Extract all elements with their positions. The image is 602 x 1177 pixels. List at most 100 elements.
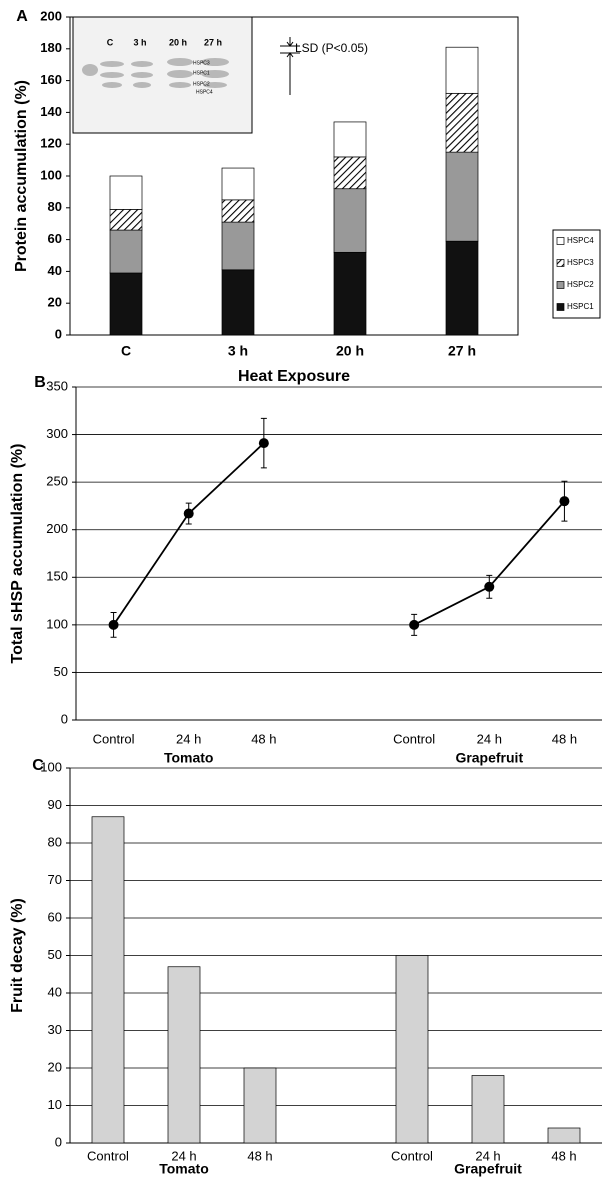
point [183,508,194,519]
point [108,619,119,630]
x-tick-label: 27 h [448,343,476,359]
y-tick-label: 350 [46,378,68,393]
annotation: LSD (P<0.05) [295,41,368,55]
legend-swatch [556,259,565,267]
bar-segment [109,272,143,336]
inset-band-label: HSPC4 [196,89,213,95]
y-tick-label: 30 [48,1022,62,1037]
legend-label: HSPC1 [567,302,594,311]
bar [547,1127,581,1144]
legend-swatch [556,281,565,289]
bar-segment [221,167,255,201]
y-tick-label: 60 [48,231,62,246]
y-tick-label: 40 [48,984,62,999]
y-tick-label: 40 [48,263,62,278]
bar-segment [445,240,479,336]
bar-segment [333,188,367,253]
bar [243,1067,277,1144]
inset-lane-label: C [107,37,114,47]
inset-lane-label: 3 h [133,37,146,47]
bar-segment [221,221,255,271]
y-axis-title: Fruit decay (%) [9,898,26,1013]
y-tick-label: 60 [48,909,62,924]
y-tick-label: 90 [48,797,62,812]
x-axis-title: Heat Exposure [238,368,350,385]
y-tick-label: 70 [48,872,62,887]
y-axis-title: Total sHSP accumulation (%) [9,444,26,664]
y-tick-label: 100 [40,759,62,774]
bar [91,816,125,1144]
y-tick-label: 10 [48,1097,62,1112]
y-tick-label: 100 [46,616,68,631]
inset-lane-label: 20 h [169,37,187,47]
bar-segment [333,121,367,158]
y-tick-label: 200 [40,8,62,23]
bar [395,955,429,1144]
x-tick-label: 24 h [176,731,201,746]
y-tick-label: 120 [40,136,62,151]
point [559,496,570,507]
bar [471,1075,505,1144]
bar-segment [109,175,143,210]
y-tick-label: 180 [40,40,62,55]
y-tick-label: 300 [46,426,68,441]
x-tick-label: Control [87,1148,129,1163]
group-label: Tomato [159,1161,209,1177]
y-tick-label: 100 [40,167,62,182]
bar-segment [333,251,367,336]
bar [167,966,201,1144]
x-tick-label: Control [93,731,135,746]
group-label: Grapefruit [455,750,523,766]
legend-label: HSPC4 [567,236,594,245]
x-tick-label: C [121,343,131,359]
inset-lane-label: 27 h [204,37,222,47]
panel-label: A [16,8,28,25]
inset-gel [82,58,229,88]
legend-label: HSPC2 [567,280,594,289]
y-tick-label: 0 [61,711,68,726]
y-tick-label: 160 [40,72,62,87]
y-tick-label: 50 [48,947,62,962]
y-tick-label: 140 [40,104,62,119]
inset-band-label: HSPC2 [193,81,210,87]
panel-label: C [32,757,44,774]
x-tick-label: Control [391,1148,433,1163]
y-tick-label: 0 [55,326,62,341]
bar-segment [445,92,479,153]
x-tick-label: 20 h [336,343,364,359]
bar-segment [445,151,479,242]
inset-band-label: HSPC1 [193,70,210,76]
y-tick-label: 50 [54,664,68,679]
x-tick-label: 3 h [228,343,248,359]
y-tick-label: 80 [48,834,62,849]
x-tick-label: 24 h [477,731,502,746]
bar-segment [221,269,255,336]
x-tick-label: Control [393,731,435,746]
inset-band-label: HSPC3 [193,60,210,66]
line [112,442,566,626]
y-axis-title: Protein accumulation (%) [13,80,30,272]
bar-segment [445,46,479,94]
x-tick-label: 48 h [251,731,276,746]
y-tick-label: 80 [48,199,62,214]
x-tick-label: 48 h [247,1148,272,1163]
legend-swatch [556,303,565,311]
legend-label: HSPC3 [567,258,594,267]
point [409,619,420,630]
y-tick-label: 20 [48,295,62,310]
y-tick-label: 0 [55,1134,62,1149]
point [484,581,495,592]
point [258,438,269,449]
lsd-bracket [280,37,300,95]
x-tick-label: 24 h [171,1148,196,1163]
x-tick-label: 48 h [552,731,577,746]
x-tick-label: 24 h [475,1148,500,1163]
bar-segment [109,209,143,231]
group-label: Grapefruit [454,1161,522,1177]
group-label: Tomato [164,750,214,766]
y-tick-label: 20 [48,1059,62,1074]
y-tick-label: 250 [46,474,68,489]
y-tick-label: 200 [46,521,68,536]
